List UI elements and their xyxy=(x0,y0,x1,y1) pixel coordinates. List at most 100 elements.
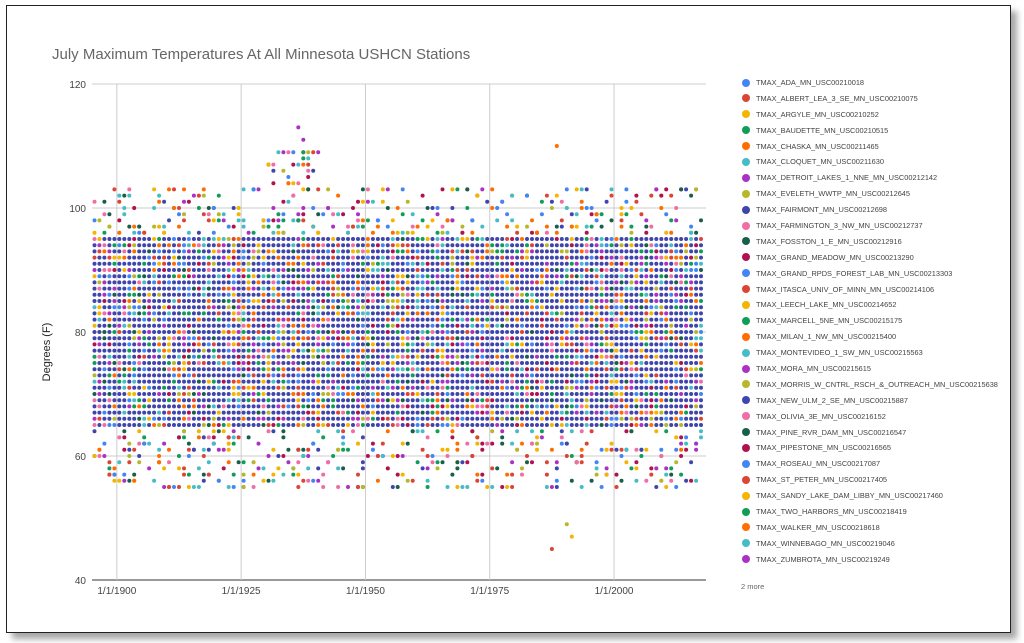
legend-item[interactable]: TMAX_WALKER_MN_USC00218618 xyxy=(742,520,1012,536)
data-point xyxy=(515,286,520,291)
data-point xyxy=(276,466,281,471)
legend-item[interactable]: TMAX_WINNEBAGO_MN_USC00219046 xyxy=(742,536,1012,552)
legend-item[interactable]: TMAX_EVELETH_WWTP_MN_USC00212645 xyxy=(742,186,1012,202)
data-point xyxy=(679,249,684,254)
legend-item[interactable]: TMAX_FOSSTON_1_E_MN_USC00212916 xyxy=(742,234,1012,250)
data-point xyxy=(365,305,370,310)
data-point xyxy=(559,274,564,279)
data-point xyxy=(231,404,236,409)
data-point xyxy=(654,385,659,390)
legend-item[interactable]: TMAX_BAUDETTE_MN_USC00210515 xyxy=(742,123,1012,139)
legend-swatch xyxy=(742,364,750,373)
legend-item[interactable]: TMAX_ROSEAU_MN_USC00217087 xyxy=(742,456,1012,472)
legend-item[interactable]: TMAX_GRAND_RPDS_FOREST_LAB_MN_USC0021330… xyxy=(742,266,1012,282)
data-point xyxy=(535,299,539,303)
data-point xyxy=(281,361,286,365)
legend-item[interactable]: TMAX_ARGYLE_MN_USC00210252 xyxy=(742,107,1012,123)
data-point xyxy=(316,466,321,471)
data-point xyxy=(694,398,699,403)
data-point xyxy=(634,423,639,427)
data-point xyxy=(256,416,261,421)
data-point xyxy=(375,243,380,248)
data-point xyxy=(137,460,142,465)
data-point xyxy=(510,317,515,322)
data-point xyxy=(142,255,147,260)
data-point xyxy=(694,336,699,341)
data-point xyxy=(271,237,276,241)
data-point xyxy=(266,398,271,403)
data-point xyxy=(520,472,524,477)
data-point xyxy=(92,255,97,260)
data-point xyxy=(544,392,549,396)
data-point xyxy=(117,255,122,260)
legend-item[interactable]: TMAX_MORRIS_W_CNTRL_RSCH_&_OUTREACH_MN_U… xyxy=(742,377,1012,393)
data-point xyxy=(649,416,654,421)
data-point xyxy=(132,373,137,378)
legend-item[interactable]: TMAX_FAIRMONT_MN_USC00212698 xyxy=(742,202,1012,218)
legend-item[interactable]: TMAX_GRAND_MEADOW_MN_USC00213290 xyxy=(742,250,1012,266)
legend-item[interactable]: TMAX_ADA_MN_USC00210018 xyxy=(742,75,1012,91)
legend-item[interactable]: TMAX_FARMINGTON_3_NW_MN_USC00212737 xyxy=(742,218,1012,234)
legend-item[interactable]: TMAX_ST_PETER_MN_USC00217405 xyxy=(742,472,1012,488)
legend-item[interactable]: TMAX_OLIVIA_3E_MN_USC00216152 xyxy=(742,409,1012,425)
data-point xyxy=(167,485,171,489)
legend[interactable]: TMAX_ADA_MN_USC00210018 TMAX_ALBERT_LEA_3… xyxy=(742,75,1012,568)
data-point xyxy=(505,416,510,421)
legend-item[interactable]: TMAX_PIPESTONE_MN_USC00216565 xyxy=(742,440,1012,456)
legend-item[interactable]: TMAX_ALBERT_LEA_3_SE_MN_USC00210075 xyxy=(742,91,1012,107)
data-point xyxy=(351,280,355,285)
data-point xyxy=(425,274,430,279)
data-point xyxy=(226,274,231,279)
data-point xyxy=(624,373,629,378)
legend-item[interactable]: TMAX_SANDY_LAKE_DAM_LIBBY_MN_USC00217460 xyxy=(742,488,1012,504)
legend-more-link[interactable]: 2 more xyxy=(741,582,765,591)
data-point xyxy=(490,367,495,372)
data-point xyxy=(400,398,405,403)
data-point xyxy=(599,212,604,217)
legend-item[interactable]: TMAX_MILAN_1_NW_MN_USC00215400 xyxy=(742,329,1012,345)
data-point xyxy=(649,311,654,316)
data-point xyxy=(669,336,674,341)
legend-item[interactable]: TMAX_CLOQUET_MN_USC00211630 xyxy=(742,154,1012,170)
data-point xyxy=(659,292,664,297)
data-point xyxy=(450,292,455,297)
data-point xyxy=(649,286,654,291)
data-point xyxy=(574,460,579,465)
data-point xyxy=(296,423,301,427)
data-point xyxy=(112,330,117,334)
legend-item[interactable]: TMAX_ITASCA_UNIV_OF_MINN_MN_USC00214106 xyxy=(742,282,1012,298)
legend-item[interactable]: TMAX_MONTEVIDEO_1_SW_MN_USC00215563 xyxy=(742,345,1012,361)
data-point xyxy=(415,336,420,341)
legend-item[interactable]: TMAX_MORA_MN_USC00215615 xyxy=(742,361,1012,377)
data-point xyxy=(465,243,470,248)
data-point xyxy=(356,416,360,421)
data-point xyxy=(167,268,171,272)
data-point xyxy=(127,237,132,241)
data-point xyxy=(544,255,549,260)
legend-item[interactable]: TMAX_MARCELL_5NE_MN_USC00215175 xyxy=(742,313,1012,329)
legend-item[interactable]: TMAX_PINE_RVR_DAM_MN_USC00216547 xyxy=(742,425,1012,441)
data-point xyxy=(530,367,534,372)
data-point xyxy=(544,398,549,403)
data-point xyxy=(470,342,475,347)
legend-item[interactable]: TMAX_TWO_HARBORS_MN_USC00218419 xyxy=(742,504,1012,520)
data-point xyxy=(167,404,171,409)
legend-item[interactable]: TMAX_CHASKA_MN_USC00211465 xyxy=(742,139,1012,155)
data-point xyxy=(256,385,261,390)
data-point xyxy=(589,274,594,279)
data-point xyxy=(445,447,450,452)
legend-item[interactable]: TMAX_ZUMBROTA_MN_USC00219249 xyxy=(742,552,1012,568)
data-point xyxy=(480,373,485,378)
legend-item[interactable]: TMAX_LEECH_LAKE_MN_USC00214652 xyxy=(742,297,1012,313)
data-point xyxy=(201,447,206,452)
data-point xyxy=(291,311,296,316)
legend-item[interactable]: TMAX_NEW_ULM_2_SE_MN_USC00215887 xyxy=(742,393,1012,409)
data-point xyxy=(356,373,360,378)
data-point xyxy=(311,342,316,347)
data-point xyxy=(460,379,465,384)
data-point xyxy=(470,255,475,260)
legend-item[interactable]: TMAX_DETROIT_LAKES_1_NNE_MN_USC00212142 xyxy=(742,170,1012,186)
data-point xyxy=(634,466,639,471)
data-point xyxy=(92,367,97,372)
data-point xyxy=(614,249,619,254)
